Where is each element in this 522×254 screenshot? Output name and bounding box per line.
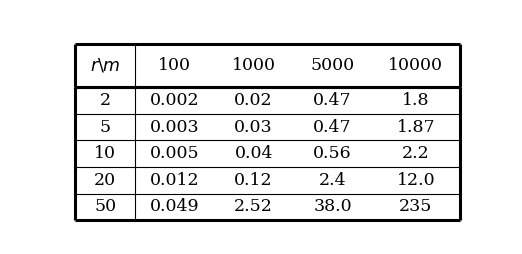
Text: 20: 20	[94, 172, 116, 189]
Text: 0.005: 0.005	[150, 145, 199, 162]
Text: 5000: 5000	[311, 57, 355, 74]
Text: 2.52: 2.52	[234, 198, 273, 215]
Text: 0.47: 0.47	[313, 119, 352, 136]
Text: 1.87: 1.87	[397, 119, 435, 136]
Text: 0.04: 0.04	[234, 145, 273, 162]
Text: 50: 50	[94, 198, 116, 215]
Text: 0.003: 0.003	[150, 119, 199, 136]
Text: 5: 5	[100, 119, 111, 136]
Text: 0.049: 0.049	[150, 198, 199, 215]
Text: $r\backslash m$: $r\backslash m$	[90, 57, 121, 75]
Text: 1000: 1000	[232, 57, 276, 74]
Text: 0.03: 0.03	[234, 119, 273, 136]
Text: 2: 2	[100, 92, 111, 109]
Text: 10: 10	[94, 145, 116, 162]
Text: 100: 100	[158, 57, 191, 74]
Text: 0.02: 0.02	[234, 92, 273, 109]
Text: 235: 235	[399, 198, 433, 215]
Text: 12.0: 12.0	[397, 172, 435, 189]
Text: 0.12: 0.12	[234, 172, 273, 189]
Text: 2.4: 2.4	[319, 172, 347, 189]
Text: 0.002: 0.002	[150, 92, 199, 109]
Text: 1.8: 1.8	[402, 92, 430, 109]
Text: 0.47: 0.47	[313, 92, 352, 109]
Text: 10000: 10000	[388, 57, 443, 74]
Text: 0.012: 0.012	[150, 172, 199, 189]
Text: 2.2: 2.2	[402, 145, 430, 162]
Text: 38.0: 38.0	[313, 198, 352, 215]
Text: 0.56: 0.56	[313, 145, 352, 162]
